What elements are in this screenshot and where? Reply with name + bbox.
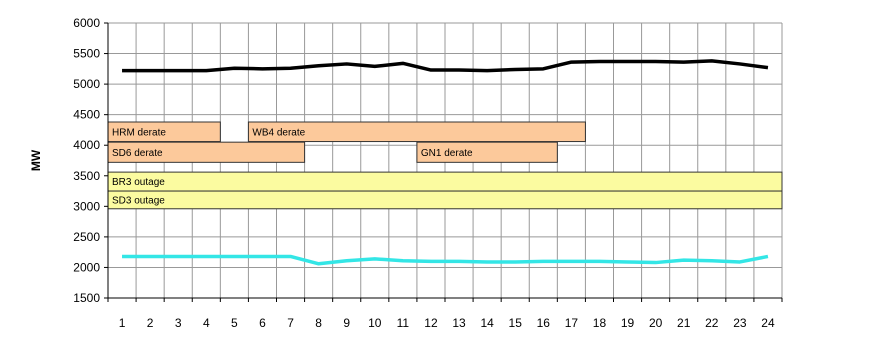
y-tick-label: 3500 (73, 169, 100, 183)
y-tick-label: 2500 (73, 230, 100, 244)
y-tick-label: 4500 (73, 108, 100, 122)
x-tick-label: 20 (649, 316, 663, 330)
x-tick-label: 16 (537, 316, 551, 330)
x-tick-label: 19 (621, 316, 635, 330)
event-bar-label: SD6 derate (112, 148, 163, 159)
x-tick-label: 2 (147, 316, 154, 330)
event-bar-label: BR3 outage (112, 177, 165, 188)
x-tick-label: 13 (452, 316, 466, 330)
y-tick-label: 2000 (73, 260, 100, 274)
axes (104, 22, 783, 302)
y-tick-label: 1500 (73, 291, 100, 305)
event-bar-label: SD3 outage (112, 195, 165, 206)
series-line-cyan (122, 254, 769, 266)
x-tick-labels: 1 2 3 4 5 6 7 8 9 10 11 12 13 14 15 16 17 18 19 20 21 22 23 24 (119, 316, 775, 330)
y-tick-label: 3000 (73, 199, 100, 213)
x-tick-label: 6 (259, 316, 266, 330)
x-tick-label: 9 (343, 316, 350, 330)
y-axis-label: MW (29, 149, 43, 171)
x-tick-label: 7 (287, 316, 294, 330)
series-line-black (122, 59, 769, 73)
x-tick-label: 1 (119, 316, 126, 330)
event-bar (107, 171, 783, 192)
x-tick-label: 12 (424, 316, 438, 330)
x-tick-label: 22 (705, 316, 719, 330)
x-tick-label: 23 (733, 316, 747, 330)
event-bar-label: GN1 derate (421, 148, 473, 159)
series-lines (122, 59, 769, 266)
y-tick-labels: 1500 2000 2500 3000 3500 4000 4500 5000 5500 6000 (73, 16, 100, 305)
event-bar (107, 190, 783, 210)
event-bars: HRM derate WB4 derate SD6 derate GN1 derate… (107, 121, 783, 210)
y-tick-label: 5500 (73, 47, 100, 61)
x-tick-label: 10 (368, 316, 382, 330)
x-tick-label: 3 (175, 316, 182, 330)
y-tick-label: 5000 (73, 77, 100, 91)
y-tick-label: 6000 (73, 16, 100, 30)
x-tick-label: 18 (593, 316, 607, 330)
x-tick-label: 24 (761, 316, 775, 330)
y-tick-label: 4000 (73, 138, 100, 152)
event-bar (416, 141, 558, 163)
event-bar (247, 121, 586, 143)
x-tick-label: 11 (397, 316, 410, 330)
x-tick-label: 17 (565, 316, 579, 330)
x-tick-label: 21 (677, 316, 691, 330)
x-tick-label: 8 (315, 316, 322, 330)
event-bar-label: HRM derate (112, 127, 166, 138)
x-tick-label: 4 (203, 316, 210, 330)
x-tick-label: 14 (480, 316, 494, 330)
x-tick-label: 15 (509, 316, 523, 330)
x-tick-label: 5 (231, 316, 238, 330)
event-bar-label: WB4 derate (252, 127, 305, 138)
